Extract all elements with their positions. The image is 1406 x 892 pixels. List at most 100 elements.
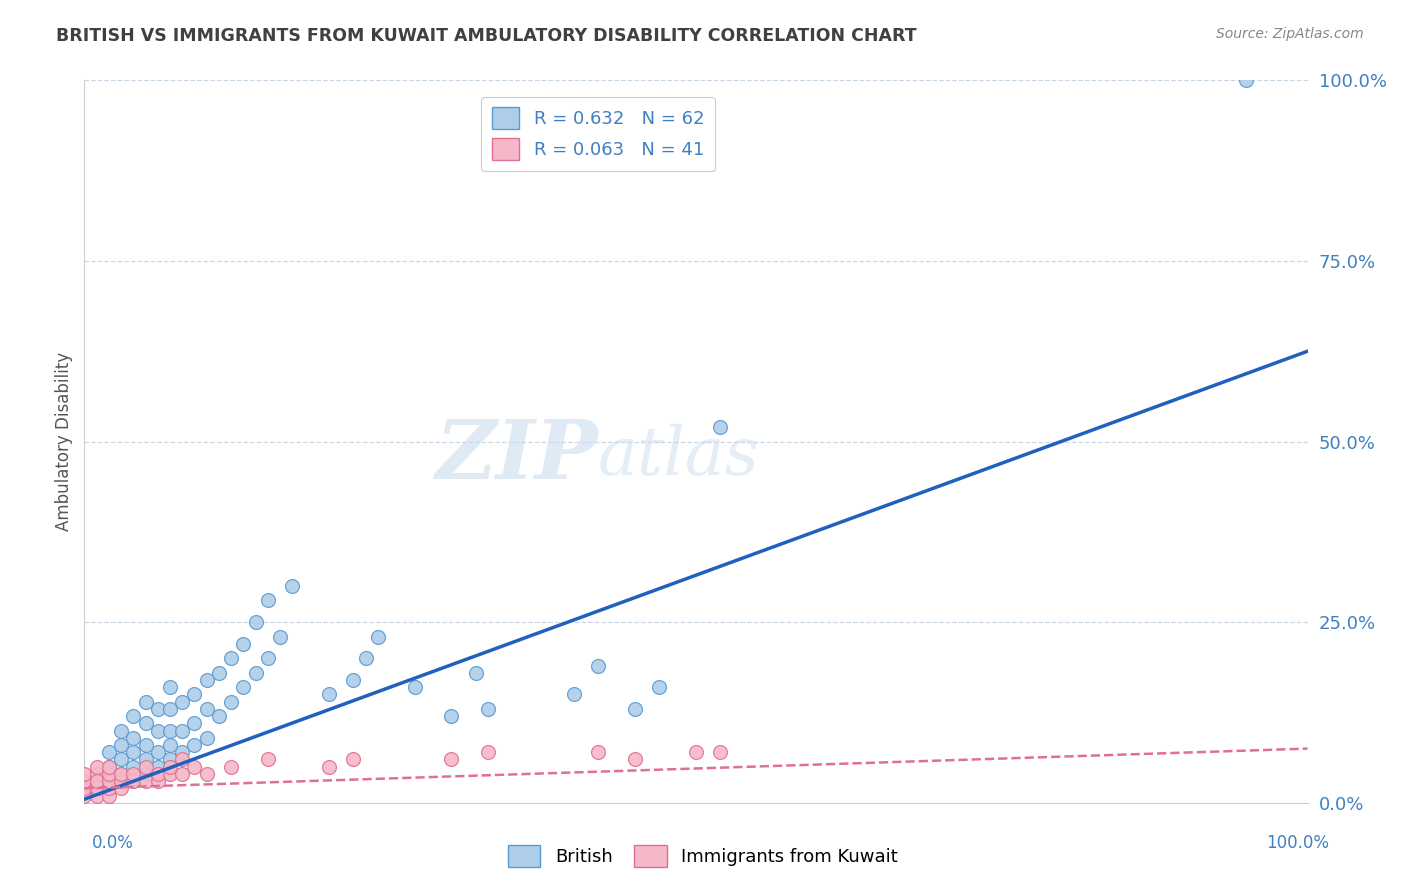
Text: ZIP: ZIP xyxy=(436,416,598,496)
Point xyxy=(342,752,364,766)
Point xyxy=(685,745,707,759)
Point xyxy=(440,752,463,766)
Point xyxy=(269,630,291,644)
Point xyxy=(648,680,671,694)
Point xyxy=(219,695,242,709)
Point xyxy=(183,760,205,774)
Point xyxy=(159,680,181,694)
Point xyxy=(257,593,280,607)
Point xyxy=(195,702,218,716)
Point xyxy=(86,774,108,789)
Point xyxy=(110,767,132,781)
Point xyxy=(135,752,157,766)
Text: 0.0%: 0.0% xyxy=(91,834,134,852)
Point xyxy=(97,745,120,759)
Point xyxy=(86,781,108,796)
Point xyxy=(86,767,108,781)
Y-axis label: Ambulatory Disability: Ambulatory Disability xyxy=(55,352,73,531)
Point xyxy=(586,658,609,673)
Point xyxy=(73,789,96,803)
Point xyxy=(122,745,145,759)
Point xyxy=(208,709,231,723)
Point xyxy=(97,781,120,796)
Point xyxy=(135,767,157,781)
Point xyxy=(586,745,609,759)
Text: Source: ZipAtlas.com: Source: ZipAtlas.com xyxy=(1216,27,1364,41)
Point xyxy=(73,781,96,796)
Point xyxy=(135,760,157,774)
Point xyxy=(562,687,585,701)
Point xyxy=(477,745,499,759)
Point xyxy=(172,767,194,781)
Point xyxy=(146,723,169,738)
Point xyxy=(219,651,242,665)
Point xyxy=(232,680,254,694)
Point xyxy=(245,615,267,630)
Point xyxy=(146,767,169,781)
Point xyxy=(318,760,340,774)
Legend: R = 0.632   N = 62, R = 0.063   N = 41: R = 0.632 N = 62, R = 0.063 N = 41 xyxy=(481,96,716,171)
Point xyxy=(97,789,120,803)
Point xyxy=(404,680,426,694)
Point xyxy=(86,774,108,789)
Point xyxy=(172,745,194,759)
Point xyxy=(624,702,647,716)
Point xyxy=(86,781,108,796)
Point xyxy=(624,752,647,766)
Text: atlas: atlas xyxy=(598,424,759,489)
Point xyxy=(208,665,231,680)
Point xyxy=(245,665,267,680)
Point xyxy=(342,673,364,687)
Point xyxy=(159,723,181,738)
Point xyxy=(122,731,145,745)
Point xyxy=(135,774,157,789)
Point xyxy=(219,760,242,774)
Point xyxy=(183,716,205,731)
Point xyxy=(110,774,132,789)
Point xyxy=(110,781,132,796)
Legend: British, Immigrants from Kuwait: British, Immigrants from Kuwait xyxy=(501,838,905,874)
Point xyxy=(146,774,169,789)
Point xyxy=(257,752,280,766)
Point xyxy=(709,420,731,434)
Point xyxy=(159,702,181,716)
Point xyxy=(172,752,194,766)
Point xyxy=(159,767,181,781)
Point xyxy=(135,695,157,709)
Point xyxy=(135,738,157,752)
Point xyxy=(86,789,108,803)
Point xyxy=(73,767,96,781)
Point xyxy=(97,760,120,774)
Point xyxy=(122,760,145,774)
Point xyxy=(159,752,181,766)
Point xyxy=(477,702,499,716)
Point xyxy=(709,745,731,759)
Point xyxy=(195,767,218,781)
Point xyxy=(195,731,218,745)
Point xyxy=(122,774,145,789)
Text: 100.0%: 100.0% xyxy=(1265,834,1329,852)
Point xyxy=(159,738,181,752)
Point xyxy=(97,760,120,774)
Point xyxy=(110,752,132,766)
Point xyxy=(440,709,463,723)
Point xyxy=(464,665,486,680)
Point xyxy=(86,760,108,774)
Point xyxy=(122,774,145,789)
Point xyxy=(97,774,120,789)
Point xyxy=(172,723,194,738)
Point xyxy=(1236,73,1258,87)
Point xyxy=(232,637,254,651)
Point xyxy=(257,651,280,665)
Point xyxy=(195,673,218,687)
Point xyxy=(183,687,205,701)
Text: BRITISH VS IMMIGRANTS FROM KUWAIT AMBULATORY DISABILITY CORRELATION CHART: BRITISH VS IMMIGRANTS FROM KUWAIT AMBULA… xyxy=(56,27,917,45)
Point xyxy=(110,738,132,752)
Point xyxy=(318,687,340,701)
Point xyxy=(135,716,157,731)
Point xyxy=(159,760,181,774)
Point xyxy=(122,767,145,781)
Point xyxy=(73,774,96,789)
Point xyxy=(183,738,205,752)
Point xyxy=(146,702,169,716)
